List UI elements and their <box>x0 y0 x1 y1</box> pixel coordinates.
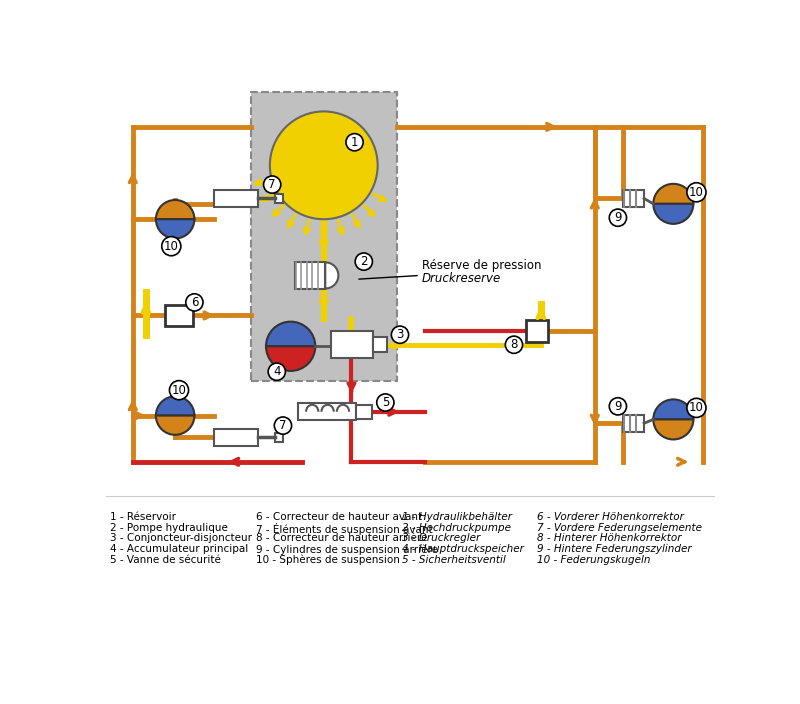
Text: 3: 3 <box>396 328 404 341</box>
Bar <box>356 405 371 419</box>
Text: Réserve de pression: Réserve de pression <box>422 259 541 272</box>
Text: 10: 10 <box>689 401 704 415</box>
Wedge shape <box>156 415 194 435</box>
Text: 7 - Éléments de suspension avant: 7 - Éléments de suspension avant <box>256 522 433 534</box>
Text: 1 - Réservoir: 1 - Réservoir <box>110 512 176 522</box>
Text: 10: 10 <box>689 186 704 199</box>
Text: 2 - Hochdruckpumpe: 2 - Hochdruckpumpe <box>402 522 511 533</box>
Wedge shape <box>156 219 194 239</box>
Text: 6: 6 <box>190 296 198 309</box>
Wedge shape <box>156 200 194 219</box>
Bar <box>214 190 258 207</box>
Wedge shape <box>654 184 694 204</box>
Text: 10: 10 <box>171 384 186 396</box>
Text: 7: 7 <box>269 178 276 191</box>
Text: 5: 5 <box>382 396 389 409</box>
Text: 9 - Cylindres de suspension arrière: 9 - Cylindres de suspension arrière <box>256 544 438 555</box>
Text: 8: 8 <box>510 338 518 351</box>
Text: 6 - Vorderer Höhenkorrektor: 6 - Vorderer Höhenkorrektor <box>537 512 684 522</box>
Wedge shape <box>266 346 315 371</box>
Bar <box>622 190 644 207</box>
Text: 4: 4 <box>273 365 281 378</box>
Wedge shape <box>156 396 194 415</box>
Bar <box>275 432 283 442</box>
Text: 8 - Correcteur de hauteur arrière: 8 - Correcteur de hauteur arrière <box>256 534 427 543</box>
Text: 8 - Hinterer Höhenkorrektor: 8 - Hinterer Höhenkorrektor <box>537 534 682 543</box>
Bar <box>250 92 397 381</box>
Bar <box>622 415 644 432</box>
Circle shape <box>270 111 378 219</box>
Text: 10 - Federungskugeln: 10 - Federungskugeln <box>537 555 650 565</box>
Text: 9 - Hintere Federungszylinder: 9 - Hintere Federungszylinder <box>537 544 692 554</box>
Bar <box>294 263 326 289</box>
Wedge shape <box>654 399 694 420</box>
Bar <box>214 429 258 446</box>
Text: 9: 9 <box>614 211 622 224</box>
Bar <box>275 194 283 203</box>
Text: 1 - Hydraulikbehälter: 1 - Hydraulikbehälter <box>402 512 512 522</box>
Wedge shape <box>266 322 315 346</box>
Text: 10 - Sphères de suspension: 10 - Sphères de suspension <box>256 555 400 565</box>
Text: 5 - Vanne de sécurité: 5 - Vanne de sécurité <box>110 555 221 565</box>
Bar <box>526 320 548 341</box>
Wedge shape <box>654 204 694 224</box>
Wedge shape <box>654 420 694 439</box>
Bar <box>165 305 193 326</box>
Text: 2: 2 <box>360 255 367 268</box>
Text: 2 - Pompe hydraulique: 2 - Pompe hydraulique <box>110 522 227 533</box>
Text: Druckreserve: Druckreserve <box>422 272 501 285</box>
Text: 6 - Correcteur de hauteur avant: 6 - Correcteur de hauteur avant <box>256 512 422 522</box>
Wedge shape <box>326 263 338 289</box>
Text: 7: 7 <box>279 419 286 432</box>
Text: 5 - Sicherheitsventil: 5 - Sicherheitsventil <box>402 555 506 565</box>
Bar <box>373 337 387 352</box>
Text: 10: 10 <box>164 239 178 253</box>
Text: 7 - Vordere Federungselemente: 7 - Vordere Federungselemente <box>537 522 702 533</box>
Text: 4 - Accumulateur principal: 4 - Accumulateur principal <box>110 544 248 554</box>
Text: 3 - Druckregler: 3 - Druckregler <box>402 534 481 543</box>
Bar <box>330 331 373 358</box>
Text: 4 - Hauptdruckspeicher: 4 - Hauptdruckspeicher <box>402 544 524 554</box>
Text: 9: 9 <box>614 400 622 413</box>
Text: 3 - Conjoncteur-disjoncteur: 3 - Conjoncteur-disjoncteur <box>110 534 252 543</box>
Bar <box>298 403 356 420</box>
Text: 1: 1 <box>351 136 358 149</box>
